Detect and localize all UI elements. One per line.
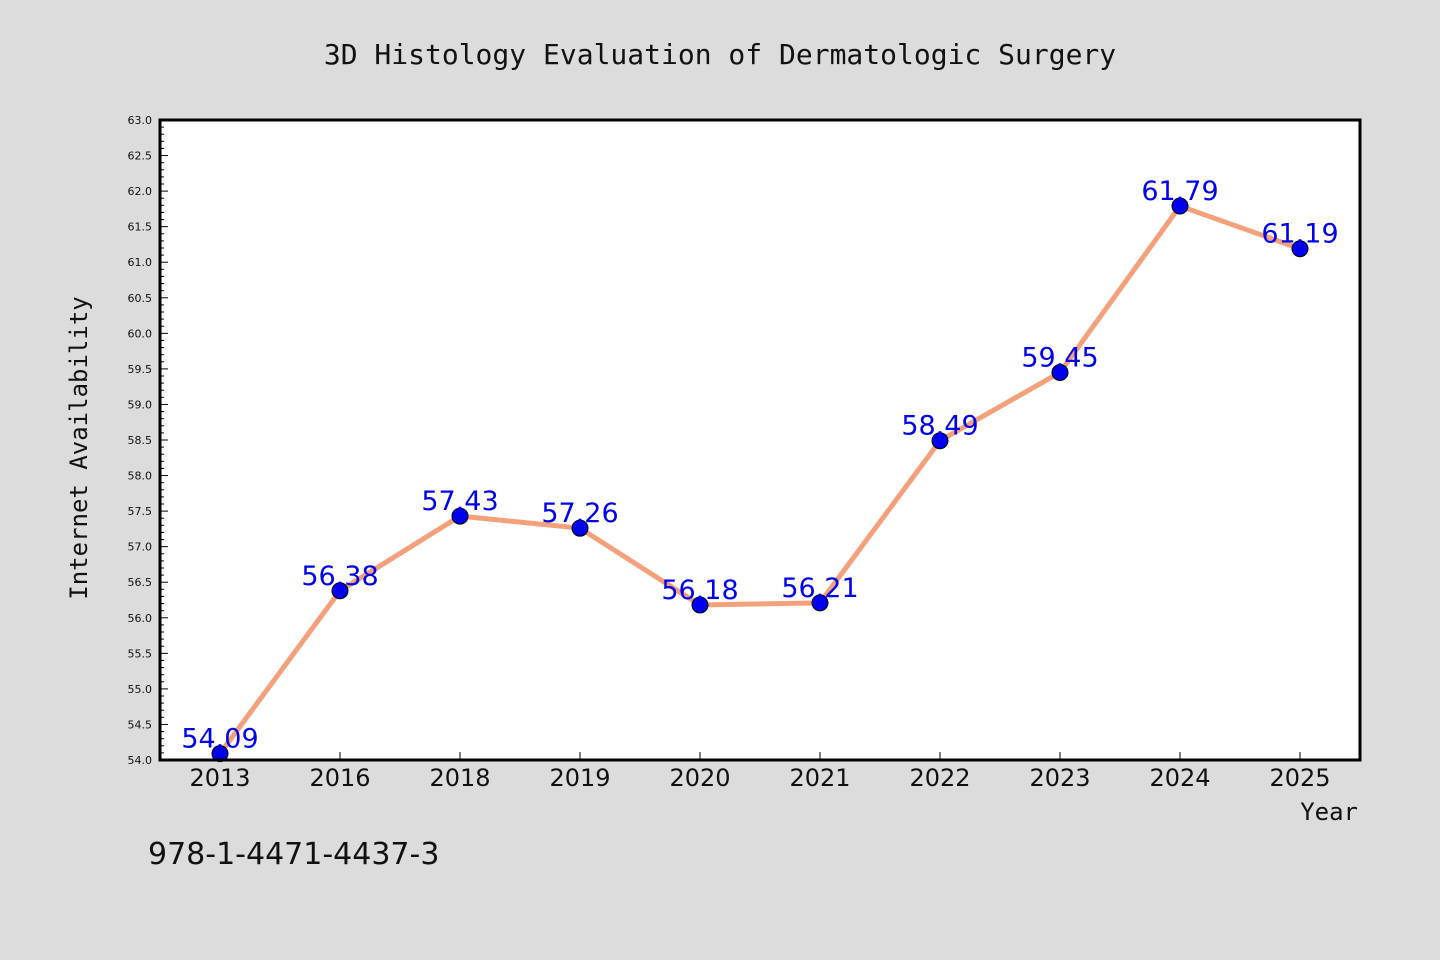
x-axis: 2013 2016 2018 2019 2020 2021 2022 2023 2024 2025 xyxy=(189,752,1331,792)
chart-title: 3D Histology Evaluation of Dermatologic … xyxy=(324,38,1116,71)
y-axis: 54.0 54.5 55.0 55.5 56.0 56.5 57.0 57.5 58.0 58.5… xyxy=(128,114,168,767)
data-point xyxy=(691,596,709,614)
y-tick-label: 56.0 xyxy=(128,612,153,625)
data-point xyxy=(211,745,229,763)
y-tick-label: 54.5 xyxy=(128,718,153,731)
data-point xyxy=(931,432,949,450)
y-tick-label: 62.5 xyxy=(128,150,153,163)
data-point xyxy=(331,582,349,600)
x-tick-label: 2025 xyxy=(1269,764,1330,792)
x-tick-label: 2013 xyxy=(189,764,250,792)
x-tick-label: 2022 xyxy=(909,764,970,792)
data-point xyxy=(451,507,469,525)
data-label: 57.26 xyxy=(541,498,618,529)
y-tick-label: 60.0 xyxy=(128,327,153,340)
x-tick-label: 2019 xyxy=(549,764,610,792)
data-label: 56.38 xyxy=(301,561,378,592)
data-label: 61.79 xyxy=(1141,176,1218,207)
y-tick-label: 58.0 xyxy=(128,470,153,483)
x-tick-label: 2021 xyxy=(789,764,850,792)
x-axis-label: Year xyxy=(1300,798,1358,826)
data-label: 56.18 xyxy=(661,575,738,606)
x-tick-label: 2020 xyxy=(669,764,730,792)
y-tick-label: 60.5 xyxy=(128,292,153,305)
data-label: 54.09 xyxy=(181,724,258,755)
series-line xyxy=(217,203,1303,757)
y-tick-label: 59.5 xyxy=(128,363,153,376)
y-axis-label: Internet Availability xyxy=(65,296,93,599)
data-point xyxy=(1171,197,1189,215)
y-tick-label: 63.0 xyxy=(128,114,153,127)
plot-frame xyxy=(158,118,1362,762)
data-label: 58.49 xyxy=(901,411,978,442)
y-tick-label: 57.5 xyxy=(128,505,153,518)
y-tick-label: 62.0 xyxy=(128,185,153,198)
x-tick-label: 2018 xyxy=(429,764,490,792)
y-tick-label: 55.5 xyxy=(128,647,153,660)
data-label: 57.43 xyxy=(421,486,498,517)
y-tick-label: 61.0 xyxy=(128,256,153,269)
y-tick-label: 57.0 xyxy=(128,541,153,554)
data-point xyxy=(1051,363,1069,381)
data-label: 56.21 xyxy=(781,573,858,604)
data-label: 61.19 xyxy=(1261,219,1338,250)
data-label: 59.45 xyxy=(1021,342,1098,373)
y-tick-label: 61.5 xyxy=(128,221,153,234)
x-tick-label: 2016 xyxy=(309,764,370,792)
data-point xyxy=(811,594,829,612)
y-tick-label: 59.0 xyxy=(128,398,153,411)
data-point xyxy=(1291,240,1309,258)
y-tick-label: 54.0 xyxy=(128,754,153,767)
x-tick-label: 2024 xyxy=(1149,764,1210,792)
plot-area xyxy=(160,120,1360,760)
data-point xyxy=(571,519,589,537)
y-tick-label: 55.0 xyxy=(128,683,153,696)
y-tick-label: 58.5 xyxy=(128,434,153,447)
x-tick-label: 2023 xyxy=(1029,764,1090,792)
data-series: 54.09 56.38 57.43 57.26 56.18 56.21 58.49 59.45… xyxy=(181,176,1339,763)
footer-isbn: 978-1-4471-4437-3 xyxy=(148,837,439,872)
y-tick-label: 56.5 xyxy=(128,576,153,589)
